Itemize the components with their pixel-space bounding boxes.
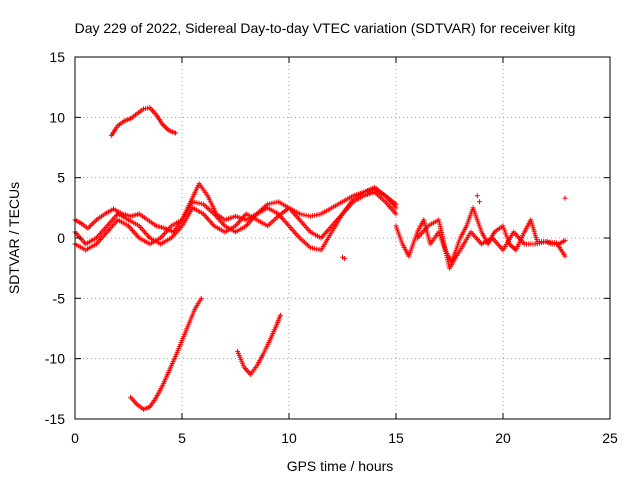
y-tick-label: 5 [57, 170, 65, 186]
x-tick-label: 25 [602, 430, 618, 446]
chart-title: Day 229 of 2022, Sidereal Day-to-day VTE… [75, 20, 576, 36]
y-tick-label: -5 [53, 290, 66, 306]
data-point-lower-arc-2 [277, 312, 283, 318]
data-point-isolated-points [342, 256, 348, 262]
y-tick-label: -10 [45, 351, 65, 367]
axis-ticks: 0 5 10 15 20 25 -15 -10 -5 0 5 10 15 [45, 49, 618, 446]
x-tick-label: 15 [388, 430, 404, 446]
data-point-upper-arc [173, 130, 179, 136]
data-point-lower-arc-1 [198, 295, 204, 301]
x-tick-label: 5 [178, 430, 186, 446]
y-tick-label: 15 [49, 49, 65, 65]
y-axis-label: SDTVAR / TECUs [6, 182, 22, 294]
y-tick-label: 0 [57, 230, 65, 246]
x-tick-label: 10 [281, 430, 297, 446]
y-tick-label: -15 [45, 411, 65, 427]
data-points [72, 105, 568, 412]
data-point-isolated-points [562, 195, 568, 201]
data-point-isolated-points [476, 199, 482, 205]
data-point-band-5 [562, 253, 568, 259]
x-tick-label: 20 [495, 430, 511, 446]
data-point-band-4 [562, 237, 568, 243]
grid-lines [75, 57, 610, 419]
data-point-isolated-points [474, 193, 480, 199]
data-point-band-3 [393, 201, 399, 207]
x-tick-label: 0 [71, 430, 79, 446]
data-point-band-2 [393, 211, 399, 217]
x-axis-label: GPS time / hours [287, 458, 394, 474]
y-tick-label: 10 [49, 109, 65, 125]
